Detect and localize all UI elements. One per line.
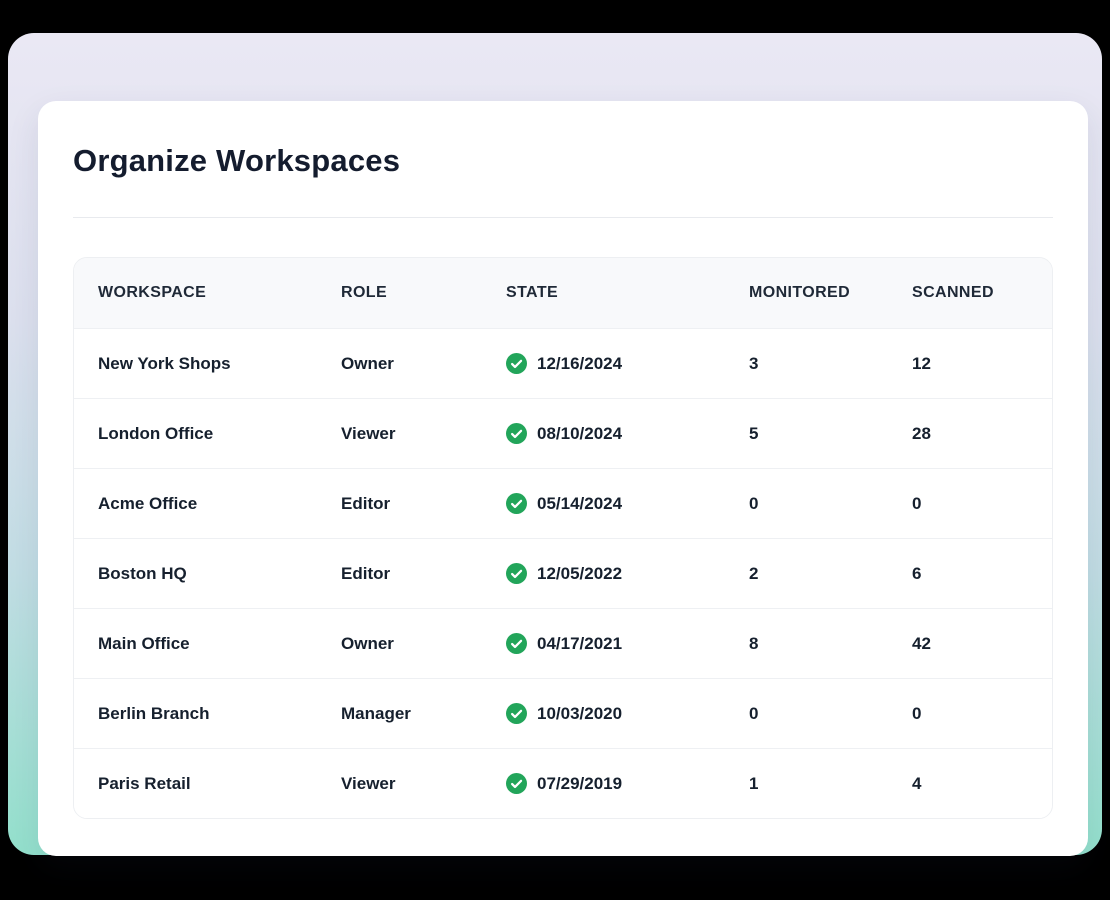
- workspaces-table: WORKSPACE ROLE STATE MONITORED SCANNED N…: [73, 257, 1053, 819]
- monitored-cell: 8: [725, 634, 888, 654]
- monitored-count: 2: [749, 563, 759, 583]
- scanned-cell: 6: [888, 564, 1052, 584]
- role-cell: Manager: [317, 704, 482, 724]
- monitored-cell: 2: [725, 564, 888, 584]
- table-row[interactable]: Acme Office Editor 05/14/2024 0 0: [74, 468, 1052, 538]
- scanned-count: 4: [912, 773, 922, 793]
- role-label: Editor: [341, 493, 391, 513]
- table-row[interactable]: Boston HQ Editor 12/05/2022 2 6: [74, 538, 1052, 608]
- check-circle-icon: [506, 423, 527, 444]
- scanned-count: 0: [912, 703, 922, 723]
- monitored-cell: 0: [725, 494, 888, 514]
- state-date: 04/17/2021: [537, 633, 623, 653]
- table-row[interactable]: Paris Retail Viewer 07/29/2019 1 4: [74, 748, 1052, 818]
- state-date: 07/29/2019: [537, 773, 623, 793]
- state-cell: 05/14/2024: [482, 493, 725, 514]
- state-date: 12/05/2022: [537, 563, 623, 583]
- state-cell: 10/03/2020: [482, 703, 725, 724]
- state-date: 05/14/2024: [537, 493, 623, 513]
- state-cell: 04/17/2021: [482, 633, 725, 654]
- workspace-name: Berlin Branch: [98, 703, 210, 723]
- role-label: Viewer: [341, 773, 396, 793]
- state-date: 08/10/2024: [537, 423, 623, 443]
- monitored-cell: 1: [725, 774, 888, 794]
- title-divider: [73, 217, 1053, 218]
- state-cell: 12/16/2024: [482, 353, 725, 374]
- scanned-cell: 0: [888, 704, 1052, 724]
- scanned-cell: 0: [888, 494, 1052, 514]
- workspace-cell: Berlin Branch: [74, 704, 317, 724]
- gradient-backdrop: Organize Workspaces WORKSPACE ROLE STATE…: [8, 33, 1102, 856]
- column-header-state: STATE: [506, 284, 559, 301]
- column-header-role: ROLE: [341, 284, 388, 301]
- role-cell: Editor: [317, 494, 482, 514]
- scanned-count: 12: [912, 353, 931, 373]
- role-cell: Viewer: [317, 424, 482, 444]
- check-circle-icon: [506, 353, 527, 374]
- workspace-cell: Paris Retail: [74, 774, 317, 794]
- role-label: Editor: [341, 563, 391, 583]
- monitored-count: 8: [749, 633, 759, 653]
- state-cell: 12/05/2022: [482, 563, 725, 584]
- scanned-count: 28: [912, 423, 931, 443]
- column-header-workspace: WORKSPACE: [98, 284, 207, 301]
- monitored-count: 1: [749, 773, 759, 793]
- check-circle-icon: [506, 633, 527, 654]
- workspace-name: Main Office: [98, 633, 190, 653]
- scanned-count: 6: [912, 563, 922, 583]
- workspace-cell: Acme Office: [74, 494, 317, 514]
- table-row[interactable]: Main Office Owner 04/17/2021 8 42: [74, 608, 1052, 678]
- workspace-name: Boston HQ: [98, 563, 187, 583]
- workspace-cell: Boston HQ: [74, 564, 317, 584]
- monitored-cell: 0: [725, 704, 888, 724]
- table-body: New York Shops Owner 12/16/2024 3 12 Lon…: [74, 328, 1052, 818]
- column-header-monitored: MONITORED: [749, 284, 851, 301]
- monitored-cell: 3: [725, 354, 888, 374]
- role-cell: Owner: [317, 354, 482, 374]
- workspace-cell: Main Office: [74, 634, 317, 654]
- workspace-cell: New York Shops: [74, 354, 317, 374]
- table-header-row: WORKSPACE ROLE STATE MONITORED SCANNED: [74, 258, 1052, 328]
- table-row[interactable]: Berlin Branch Manager 10/03/2020 0 0: [74, 678, 1052, 748]
- scanned-count: 0: [912, 493, 922, 513]
- scanned-cell: 4: [888, 774, 1052, 794]
- monitored-count: 0: [749, 493, 759, 513]
- page-title: Organize Workspaces: [73, 143, 401, 178]
- role-cell: Editor: [317, 564, 482, 584]
- role-cell: Viewer: [317, 774, 482, 794]
- role-cell: Owner: [317, 634, 482, 654]
- role-label: Manager: [341, 703, 411, 723]
- table-row[interactable]: New York Shops Owner 12/16/2024 3 12: [74, 328, 1052, 398]
- scanned-cell: 12: [888, 354, 1052, 374]
- state-cell: 08/10/2024: [482, 423, 725, 444]
- check-circle-icon: [506, 493, 527, 514]
- state-date: 10/03/2020: [537, 703, 623, 723]
- scanned-cell: 28: [888, 424, 1052, 444]
- table-row[interactable]: London Office Viewer 08/10/2024 5 28: [74, 398, 1052, 468]
- check-circle-icon: [506, 563, 527, 584]
- workspace-name: Paris Retail: [98, 773, 191, 793]
- column-header-scanned: SCANNED: [912, 284, 994, 301]
- monitored-count: 0: [749, 703, 759, 723]
- workspaces-card: Organize Workspaces WORKSPACE ROLE STATE…: [38, 101, 1088, 856]
- monitored-count: 5: [749, 423, 759, 443]
- role-label: Owner: [341, 633, 394, 653]
- workspace-cell: London Office: [74, 424, 317, 444]
- workspace-name: New York Shops: [98, 353, 231, 373]
- check-circle-icon: [506, 703, 527, 724]
- workspace-name: Acme Office: [98, 493, 198, 513]
- workspace-name: London Office: [98, 423, 214, 443]
- state-date: 12/16/2024: [537, 353, 623, 373]
- state-cell: 07/29/2019: [482, 773, 725, 794]
- role-label: Viewer: [341, 423, 396, 443]
- monitored-count: 3: [749, 353, 759, 373]
- scanned-cell: 42: [888, 634, 1052, 654]
- role-label: Owner: [341, 353, 394, 373]
- scanned-count: 42: [912, 633, 931, 653]
- monitored-cell: 5: [725, 424, 888, 444]
- check-circle-icon: [506, 773, 527, 794]
